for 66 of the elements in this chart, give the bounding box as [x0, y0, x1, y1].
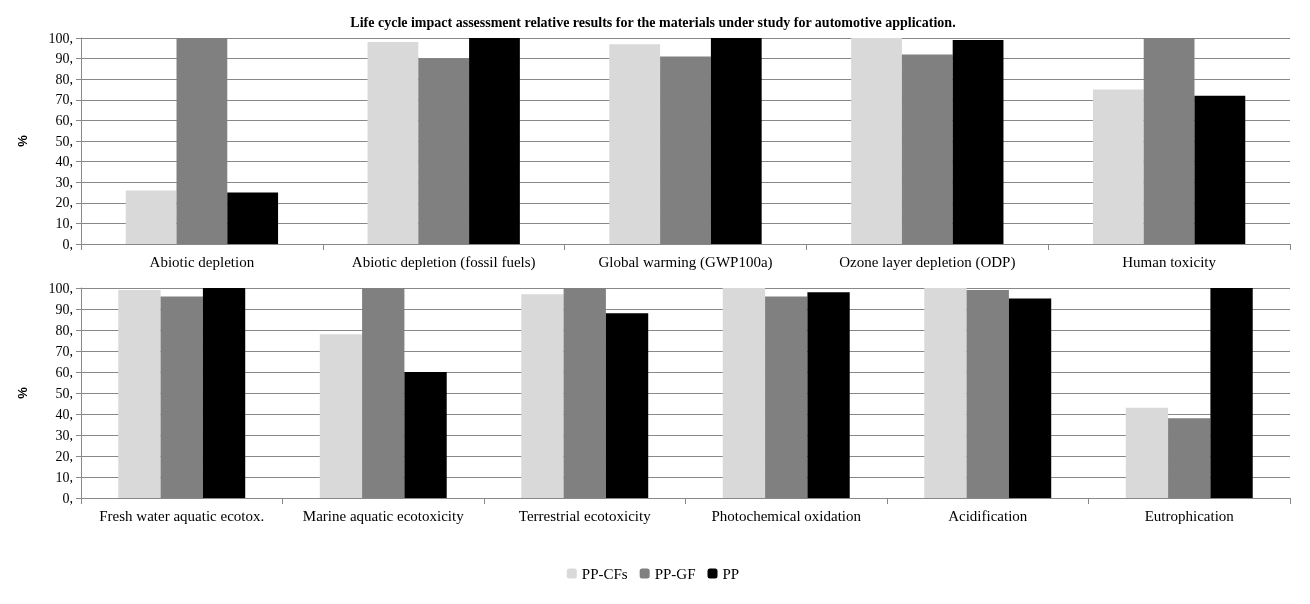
bar	[1125, 407, 1169, 498]
legend-label: PP-CFs	[581, 565, 628, 582]
y-tick-label: 10,	[55, 469, 73, 485]
y-tick-label: 40,	[55, 154, 73, 170]
bar	[469, 38, 520, 244]
bar	[160, 296, 203, 498]
y-tick-label: 40,	[55, 406, 73, 422]
y-tick-label: 70,	[55, 92, 73, 108]
x-tick-label: Terrestrial ecotoxicity	[518, 508, 652, 524]
x-tick-label: Human toxicity	[1122, 254, 1217, 270]
bar	[924, 288, 967, 498]
x-tick-label: Ozone layer depletion (ODP)	[839, 254, 1016, 271]
bar	[807, 292, 850, 498]
bar	[765, 296, 808, 498]
y-tick-label: 20,	[55, 195, 73, 211]
y-tick-label: 100,	[48, 30, 73, 46]
y-tick-label: 10,	[55, 215, 73, 231]
bar	[1210, 288, 1253, 498]
chart-title: Life cycle impact assessment relative results for the materials under study for automotive application.	[350, 14, 956, 30]
bar	[710, 38, 762, 244]
bar	[227, 192, 279, 244]
y-tick-label: 100,	[48, 280, 73, 296]
bar	[202, 288, 246, 498]
bar	[1092, 89, 1144, 244]
legend-label: PP	[722, 565, 740, 582]
x-tick-label: Abiotic depletion	[149, 254, 255, 270]
y-axis-title: %	[15, 386, 30, 399]
bar	[722, 288, 766, 498]
y-tick-label: 60,	[55, 364, 73, 380]
y-tick-label: 70,	[55, 343, 73, 359]
bar	[660, 56, 711, 244]
bar	[118, 290, 161, 498]
y-tick-label: 90,	[55, 301, 73, 317]
x-tick-label: Eutrophication	[1144, 508, 1235, 524]
bar	[367, 42, 419, 244]
bar	[1168, 418, 1211, 498]
bar	[952, 40, 1004, 244]
y-tick-label: 60,	[55, 112, 73, 128]
y-tick-label: 50,	[55, 385, 73, 401]
x-tick-label: Abiotic depletion (fossil fuels)	[351, 254, 536, 271]
bar	[319, 334, 363, 498]
x-tick-label: Global warming (GWP100a)	[598, 254, 773, 271]
legend-label: PP-GF	[654, 565, 696, 582]
bar	[1008, 298, 1052, 498]
y-tick-label: 0,	[62, 236, 73, 252]
bar	[404, 372, 447, 498]
bar	[851, 38, 902, 244]
y-tick-label: 30,	[55, 174, 73, 190]
x-tick-label: Photochemical oxidation	[711, 508, 862, 524]
y-tick-label: 80,	[55, 71, 73, 87]
x-tick-label: Acidification	[948, 508, 1028, 524]
x-tick-label: Marine aquatic ecotoxicity	[302, 508, 465, 524]
y-tick-label: 80,	[55, 322, 73, 338]
y-tick-label: 50,	[55, 133, 73, 149]
y-axis-title: %	[15, 134, 30, 147]
bar	[605, 313, 649, 498]
bar	[609, 44, 661, 244]
bar	[1194, 95, 1246, 244]
y-tick-label: 0,	[62, 490, 73, 506]
y-tick-label: 20,	[55, 448, 73, 464]
x-tick-label: Fresh water aquatic ecotox.	[99, 508, 265, 524]
bar	[901, 54, 953, 244]
bar	[521, 294, 564, 498]
y-tick-label: 30,	[55, 427, 73, 443]
y-tick-label: 90,	[55, 51, 73, 67]
bar	[125, 190, 177, 244]
